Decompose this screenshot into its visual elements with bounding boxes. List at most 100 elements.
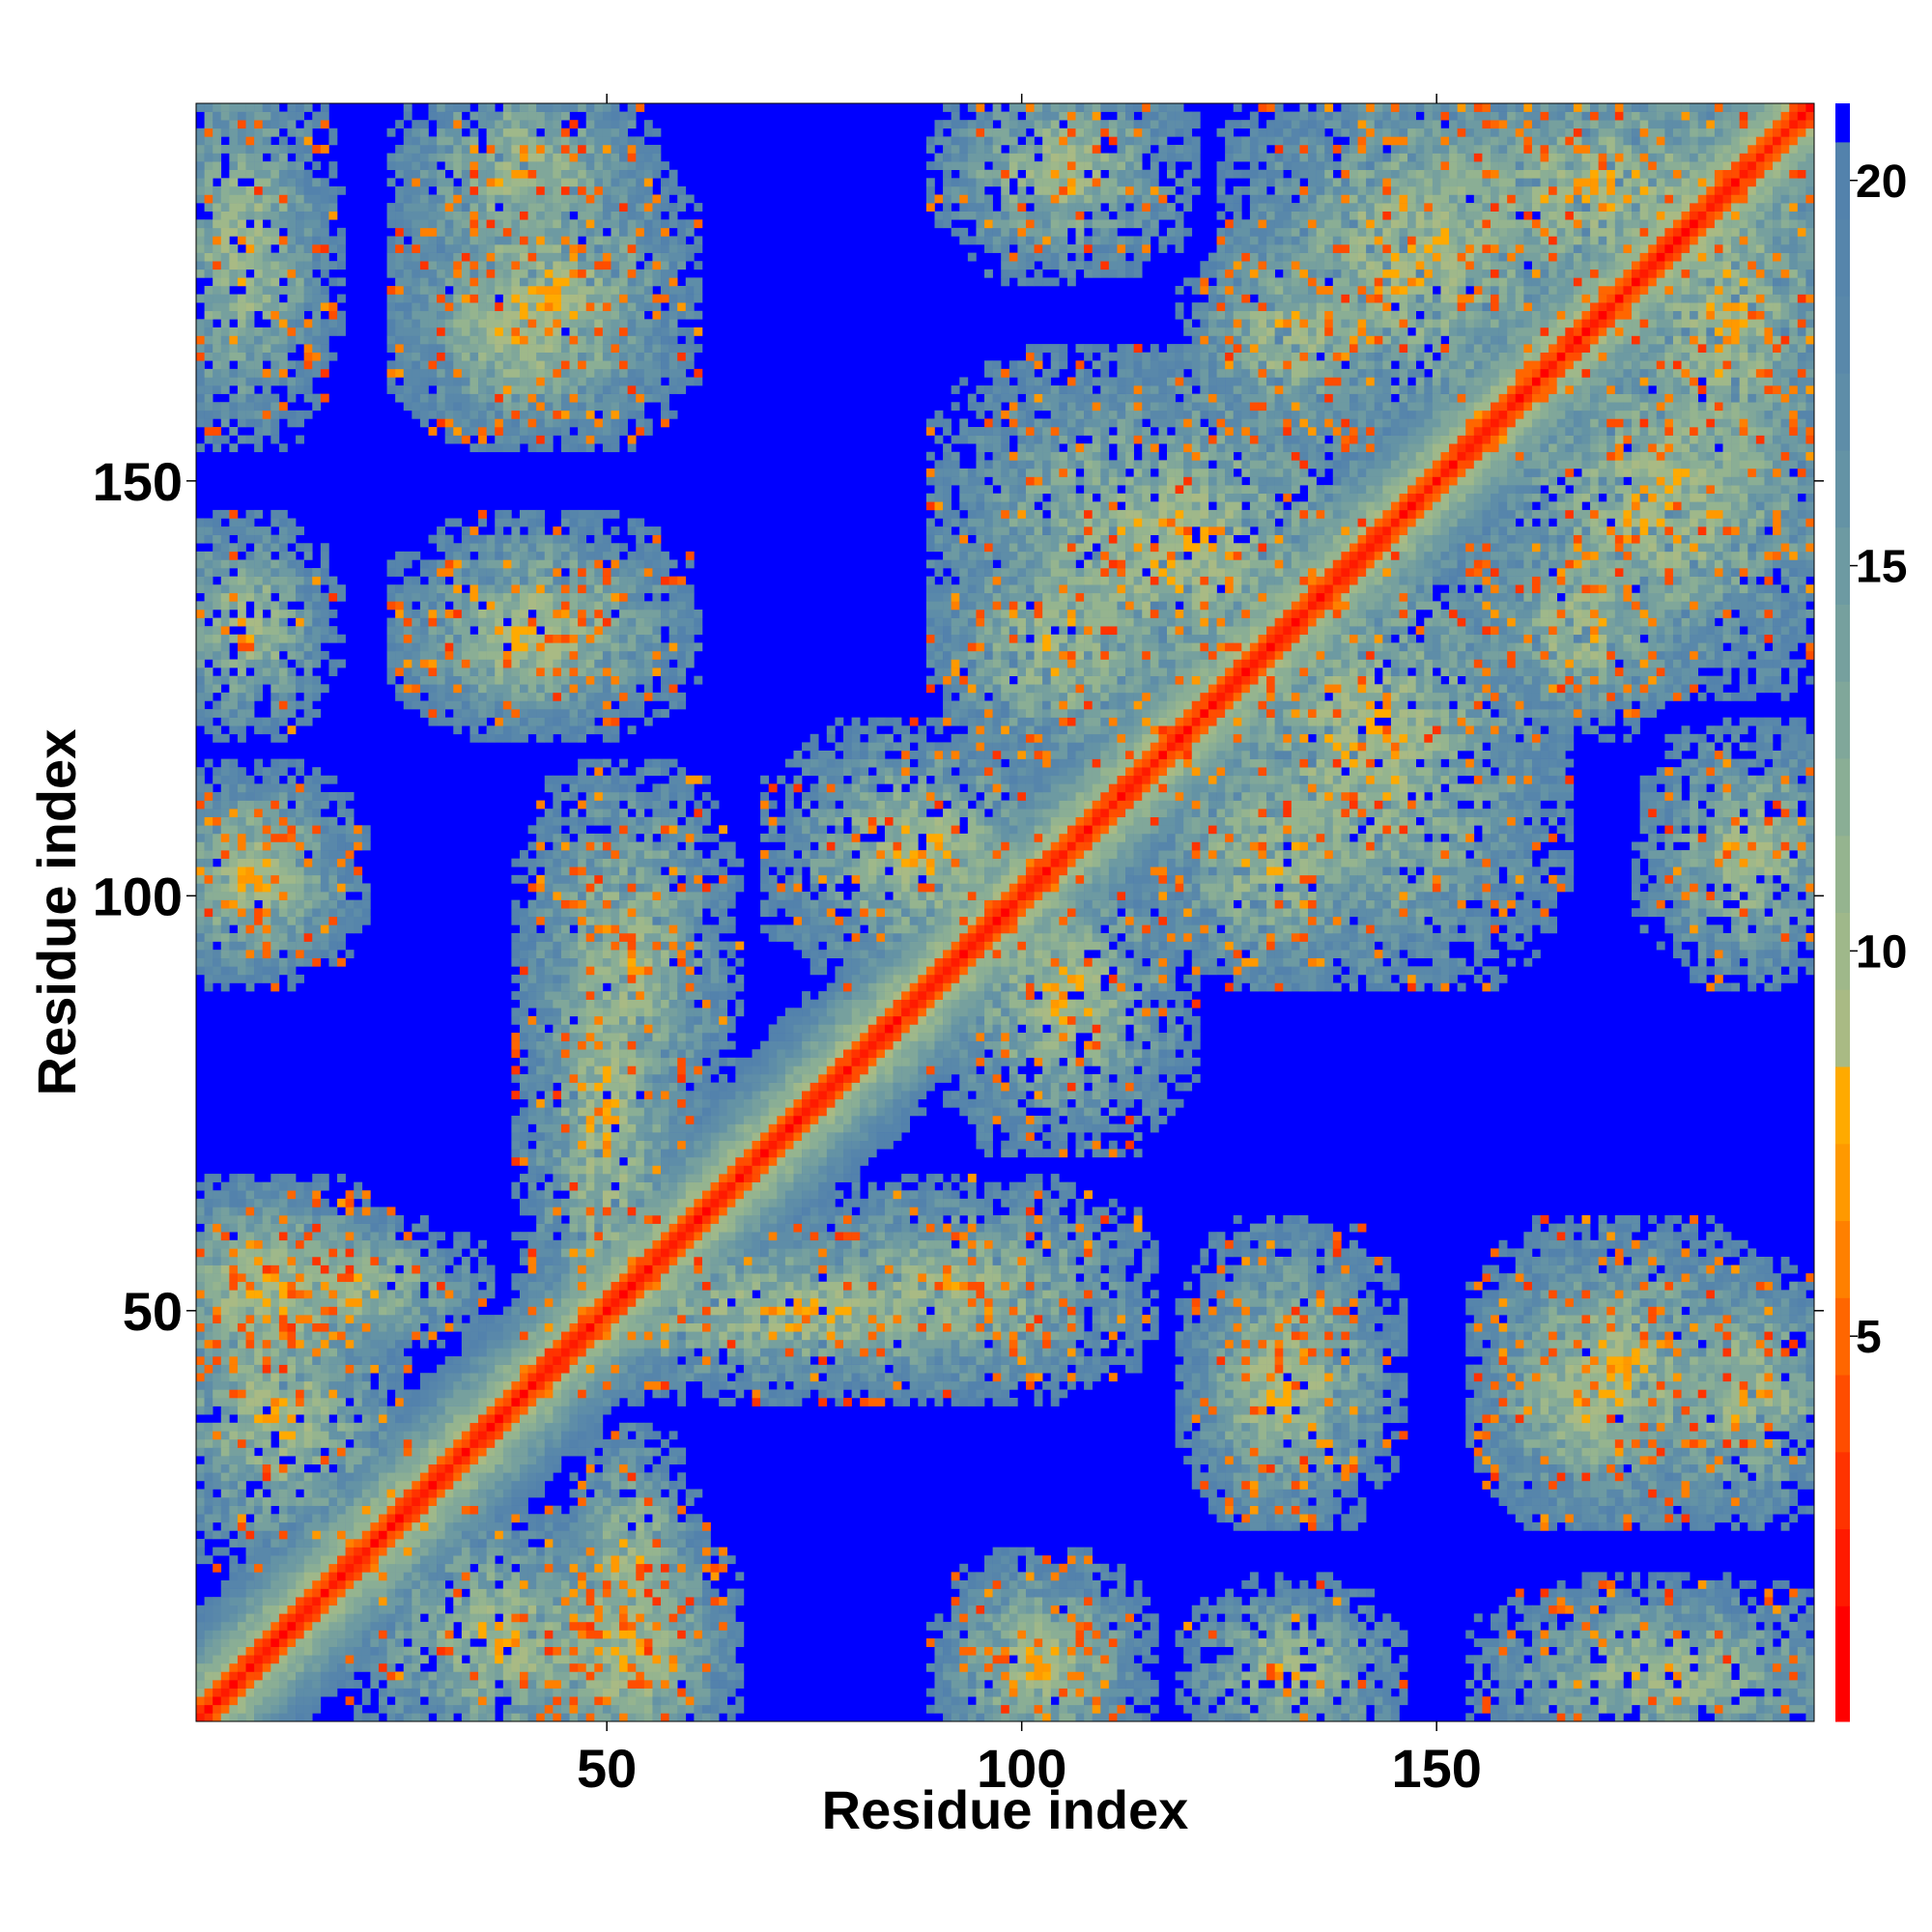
- heatmap-cell: [412, 659, 421, 668]
- heatmap-cell: [511, 352, 521, 361]
- heatmap-cell: [262, 1232, 271, 1241]
- heatmap-cell: [270, 368, 280, 378]
- heatmap-cell: [278, 1174, 288, 1182]
- heatmap-cell: [527, 1456, 537, 1465]
- heatmap-cell: [511, 534, 521, 544]
- heatmap-cell: [245, 1688, 255, 1697]
- heatmap-cell: [287, 576, 297, 585]
- heatmap-cell: [296, 1630, 304, 1639]
- heatmap-cell: [296, 825, 304, 835]
- heatmap-cell: [303, 120, 313, 129]
- heatmap-cell: [287, 227, 297, 237]
- heatmap-cell: [461, 1563, 470, 1573]
- heatmap-cell: [428, 692, 438, 701]
- heatmap-cell: [287, 592, 297, 602]
- heatmap-cell: [486, 1539, 496, 1548]
- heatmap-cell: [254, 144, 264, 154]
- heatmap-cell: [320, 144, 329, 154]
- heatmap-cell: [361, 892, 371, 900]
- heatmap-cell: [469, 402, 479, 412]
- heatmap-cell: [287, 1472, 297, 1482]
- heatmap-cell: [386, 1638, 396, 1647]
- heatmap-cell: [287, 1348, 297, 1357]
- heatmap-cell: [486, 1264, 496, 1274]
- heatmap-cell: [461, 684, 470, 694]
- heatmap-cell: [370, 1256, 380, 1265]
- heatmap-cell: [245, 1588, 255, 1598]
- heatmap-cell: [345, 1505, 355, 1515]
- heatmap-cell: [213, 700, 222, 710]
- heatmap-cell: [478, 700, 487, 710]
- heatmap-cell: [520, 120, 528, 129]
- heatmap-cell: [229, 344, 239, 353]
- heatmap-cell: [254, 867, 264, 876]
- heatmap-cell: [412, 128, 421, 137]
- heatmap-cell: [527, 1704, 537, 1714]
- heatmap-cell: [520, 1331, 528, 1341]
- heatmap-cell: [229, 709, 239, 718]
- heatmap-cell: [461, 1688, 470, 1697]
- heatmap-cell: [511, 1156, 521, 1166]
- heatmap-cell: [245, 1713, 255, 1722]
- heatmap-cell: [444, 1447, 454, 1457]
- heatmap-cell: [469, 1713, 479, 1722]
- heatmap-cell: [296, 634, 304, 643]
- heatmap-cell: [204, 626, 213, 636]
- heatmap-cell: [386, 1555, 396, 1565]
- heatmap-cell: [511, 244, 521, 253]
- heatmap-cell: [419, 601, 429, 611]
- heatmap-cell: [478, 203, 487, 212]
- heatmap-cell: [220, 858, 230, 867]
- heatmap-cell: [213, 402, 222, 412]
- heatmap-cell: [370, 1215, 380, 1224]
- heatmap-cell: [511, 1033, 521, 1041]
- heatmap-cell: [520, 1688, 528, 1697]
- heatmap-cell: [520, 675, 528, 685]
- heatmap-cell: [320, 1514, 329, 1523]
- heatmap-cell: [370, 1281, 380, 1291]
- heatmap-cell: [278, 617, 288, 627]
- heatmap-cell: [312, 1223, 322, 1233]
- heatmap-cell: [437, 626, 445, 636]
- heatmap-cell: [245, 908, 255, 918]
- heatmap-cell: [220, 1579, 230, 1589]
- heatmap-cell: [386, 659, 396, 668]
- heatmap-cell: [312, 319, 322, 328]
- heatmap-cell: [220, 319, 230, 328]
- heatmap-cell: [527, 410, 537, 419]
- heatmap-cell: [444, 592, 454, 602]
- heatmap-cell: [361, 1588, 371, 1598]
- heatmap-cell: [213, 1322, 222, 1332]
- heatmap-cell: [486, 1638, 496, 1647]
- heatmap-cell: [320, 1339, 329, 1349]
- heatmap-cell: [527, 518, 537, 527]
- heatmap-cell: [461, 1447, 470, 1457]
- heatmap-cell: [237, 219, 246, 229]
- heatmap-cell: [461, 219, 470, 229]
- heatmap-cell: [245, 261, 255, 270]
- heatmap-cell: [213, 1190, 222, 1200]
- heatmap-cell: [237, 867, 246, 876]
- heatmap-cell: [204, 783, 213, 793]
- heatmap-cell: [395, 310, 405, 320]
- heatmap-cell: [527, 1149, 537, 1158]
- heatmap-cell: [237, 1331, 246, 1341]
- heatmap-cell: [495, 161, 504, 171]
- heatmap-cell: [444, 1704, 454, 1714]
- heatmap-cell: [296, 850, 304, 859]
- heatmap-cell: [312, 178, 322, 187]
- heatmap-cell: [354, 1438, 363, 1448]
- heatmap-cell: [213, 1646, 222, 1656]
- heatmap-cell: [461, 1389, 470, 1399]
- heatmap-cell: [196, 1431, 205, 1440]
- heatmap-cell: [278, 825, 288, 835]
- heatmap-cell: [502, 1547, 512, 1556]
- heatmap-cell: [213, 709, 222, 718]
- heatmap-cell: [419, 1688, 429, 1697]
- heatmap-cell: [437, 1588, 445, 1598]
- heatmap-cell: [204, 883, 213, 893]
- heatmap-cell: [278, 559, 288, 569]
- heatmap-cell: [444, 1662, 454, 1672]
- heatmap-cell: [520, 352, 528, 361]
- heatmap-cell: [511, 1380, 521, 1390]
